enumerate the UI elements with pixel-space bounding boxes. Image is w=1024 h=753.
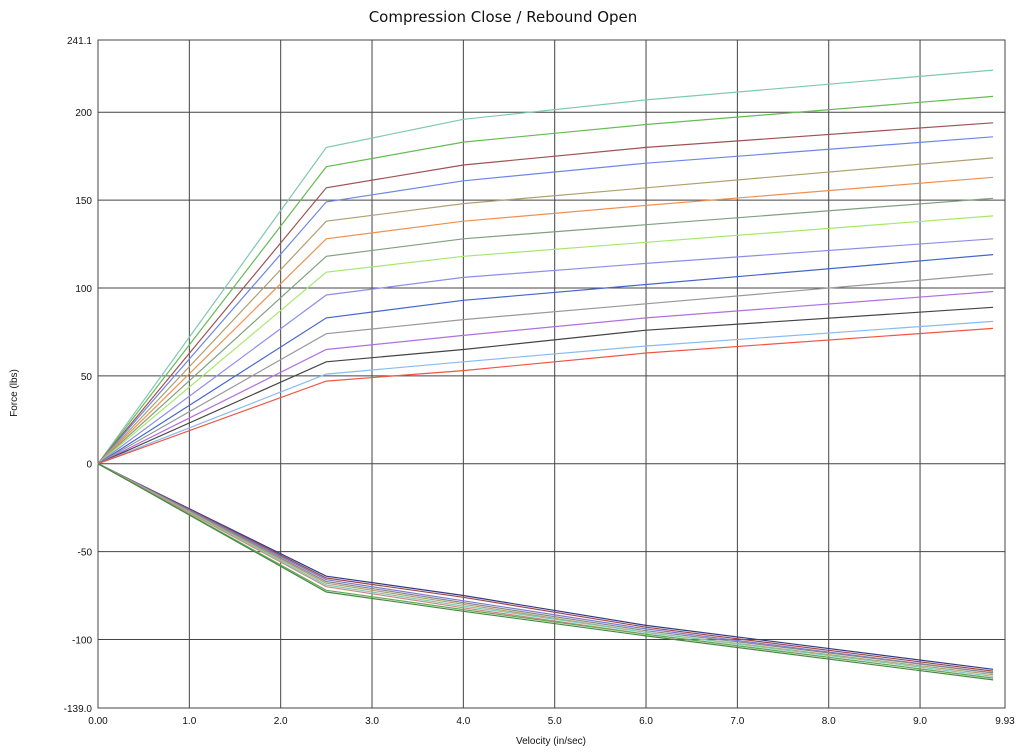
series-line [97,463,994,677]
series-line [97,157,994,465]
y-tick-label: -100 [72,635,92,646]
x-tick-label: 3.0 [365,716,379,727]
series-line [97,176,994,465]
y-tick-label: 241.1 [67,36,92,47]
series-line [97,463,994,679]
y-tick-label: -139.0 [64,704,93,715]
x-tick-label: 2.0 [274,716,288,727]
series-line [97,69,994,465]
series-line [97,197,994,465]
x-tick-label: 6.0 [639,716,653,727]
series-line [97,320,994,465]
series-line [97,238,994,465]
series-line [97,306,994,465]
series-line [97,122,994,465]
tick-labels: 0.00 1.0 2.0 3.0 4.0 5.0 6.0 7.0 8.0 9.0 9.93 -139.… [64,36,1016,727]
series-line [97,463,994,674]
series-line [97,463,994,676]
series-line [97,463,994,679]
y-tick-label: 50 [81,372,93,383]
y-tick-label: 0 [86,460,92,471]
series-line [97,95,994,465]
grid [97,39,1006,709]
x-axis-label: Velocity (in/sec) [516,736,586,747]
x-tick-label: 9.93 [995,716,1015,727]
chart-title: Compression Close / Rebound Open [369,8,638,26]
y-tick-label: -50 [78,548,93,559]
series-line [97,463,994,670]
series-line [97,463,994,681]
series-line [97,463,994,672]
x-tick-label: 4.0 [456,716,470,727]
y-tick-label: 150 [75,196,92,207]
series-line [97,273,994,465]
x-tick-label: 9.0 [913,716,927,727]
series-line [97,136,994,465]
y-axis-label: Force (lbs) [9,369,20,417]
series-line [97,290,994,465]
x-tick-label: 5.0 [548,716,562,727]
y-tick-label: 100 [75,284,92,295]
series-line [97,254,994,465]
plot-area [97,39,1006,709]
series-line [97,215,994,465]
series-lines [97,69,994,681]
x-tick-label: 8.0 [822,716,836,727]
x-tick-label: 0.00 [88,716,108,727]
x-tick-label: 1.0 [182,716,196,727]
x-tick-label: 7.0 [730,716,744,727]
series-line [97,327,994,465]
y-tick-label: 200 [75,108,92,119]
series-line [97,463,994,674]
